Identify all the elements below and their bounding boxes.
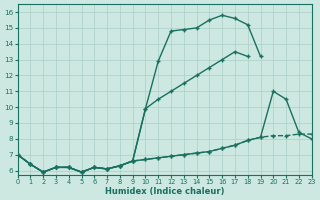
X-axis label: Humidex (Indice chaleur): Humidex (Indice chaleur) [105, 187, 224, 196]
